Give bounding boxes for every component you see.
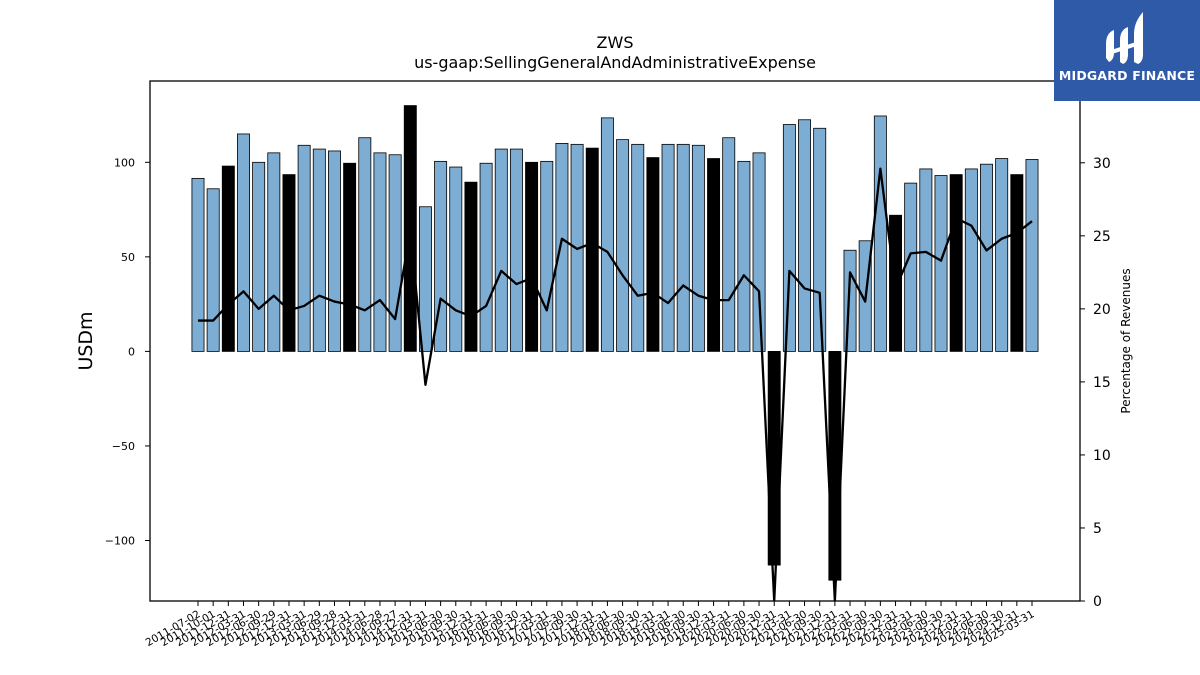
bar — [525, 161, 539, 352]
bar — [267, 152, 281, 352]
brand-name: MIDGARD FINANCE — [1058, 68, 1196, 83]
plot-frame — [149, 80, 1081, 602]
bar — [373, 152, 387, 352]
bar — [388, 154, 402, 352]
bar — [343, 162, 357, 352]
bar — [312, 148, 326, 352]
y-tick-label: 50 — [121, 251, 135, 264]
left-axis: −100 −50 0 50 100 — [105, 156, 150, 547]
bar — [282, 174, 296, 352]
bar — [206, 188, 220, 352]
bar — [464, 181, 478, 352]
midgard-logo-icon — [1106, 12, 1143, 64]
chart-title: ZWS — [597, 33, 634, 52]
bar — [964, 168, 978, 352]
bar — [691, 144, 705, 352]
bar — [434, 160, 448, 352]
bar — [995, 158, 1009, 352]
bar — [585, 147, 599, 352]
bar — [328, 150, 341, 352]
y-tick-label: −50 — [112, 440, 135, 453]
bar — [252, 161, 266, 352]
bar — [737, 160, 751, 352]
bar — [237, 133, 250, 352]
y-tick-label: −100 — [105, 534, 135, 547]
line-group — [198, 167, 1033, 601]
bar — [843, 249, 857, 352]
bar — [479, 162, 493, 352]
brand-logo: MIDGARD FINANCE — [1054, 0, 1200, 101]
bar — [1010, 174, 1024, 352]
bar — [418, 206, 432, 352]
bar — [403, 105, 417, 352]
bar — [934, 175, 948, 352]
y2-tick-label: 30 — [1093, 156, 1111, 172]
bar — [676, 143, 690, 352]
bar — [813, 127, 827, 352]
bar — [722, 137, 736, 352]
bar — [798, 119, 812, 352]
chart-subtitle: us-gaap:SellingGeneralAndAdministrativeE… — [414, 53, 816, 72]
y-axis-label: USDm — [75, 311, 97, 370]
bar — [297, 144, 311, 352]
y2-tick-label: 15 — [1093, 375, 1111, 391]
bar — [949, 174, 963, 352]
y2-axis-label: Percentage of Revenues — [1119, 268, 1133, 413]
y2-tick-label: 10 — [1093, 448, 1111, 464]
bar — [919, 168, 933, 352]
series-line — [198, 167, 1033, 601]
bar — [616, 139, 630, 352]
bar — [555, 142, 569, 352]
bar — [752, 152, 766, 352]
bar — [646, 157, 660, 352]
bar — [661, 143, 675, 352]
bar — [494, 148, 508, 352]
bar — [449, 166, 463, 352]
bar — [631, 143, 645, 352]
bar — [782, 124, 796, 352]
y-tick-label: 0 — [128, 345, 135, 358]
y-tick-label: 100 — [114, 156, 135, 169]
bar — [707, 158, 721, 352]
y2-tick-label: 20 — [1093, 302, 1111, 318]
y2-tick-label: 5 — [1093, 521, 1102, 537]
bar — [873, 115, 887, 352]
bar — [600, 117, 614, 352]
y2-tick-label: 0 — [1093, 594, 1102, 610]
bar — [828, 350, 842, 581]
bar — [540, 160, 554, 352]
x-axis: 2011-07-022011-10-012011-12-312012-03-31… — [144, 601, 1037, 649]
bar — [904, 182, 918, 352]
y2-tick-label: 25 — [1093, 229, 1111, 245]
bar — [1025, 159, 1039, 352]
bar — [509, 148, 523, 352]
bar — [221, 165, 235, 352]
bar — [980, 163, 993, 352]
bar — [358, 137, 372, 352]
bar — [191, 177, 205, 352]
right-axis: 0 5 10 15 20 25 30 — [1080, 156, 1111, 610]
bar-group — [191, 105, 1039, 581]
